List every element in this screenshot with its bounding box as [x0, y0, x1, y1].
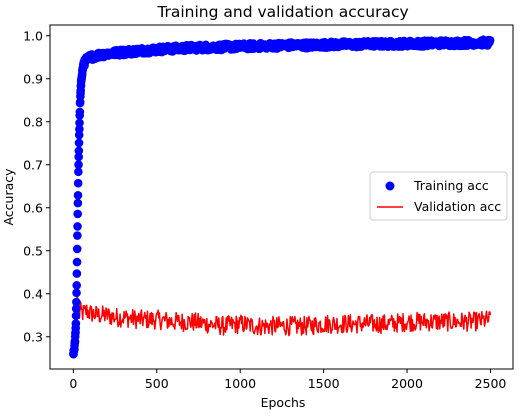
x-axis-label: Epochs	[261, 395, 306, 410]
legend-box	[369, 171, 508, 221]
training-acc-point	[73, 198, 83, 208]
training-acc-point	[73, 222, 82, 231]
y-tick-label: 0.4	[23, 286, 43, 301]
legend-label-training: Training acc	[413, 178, 489, 193]
training-acc-point	[74, 138, 84, 148]
training-acc-point	[72, 244, 82, 254]
y-axis-ticks: 0.3 0.4 0.5 0.6 0.7 0.8 0.9 1.0	[23, 28, 50, 344]
x-tick-label: 1000	[224, 376, 256, 391]
legend-marker-training	[385, 181, 395, 191]
training-acc-point	[74, 160, 83, 169]
x-tick-label: 1500	[308, 376, 340, 391]
training-acc-point	[71, 304, 81, 313]
training-acc-point	[75, 124, 84, 134]
training-acc-point	[71, 319, 81, 328]
chart-title: Training and validation accuracy	[156, 3, 408, 21]
training-acc-point	[73, 231, 82, 240]
x-axis-ticks: 0 500 1000 1500 2000 2500	[69, 369, 506, 391]
y-tick-label: 0.7	[23, 157, 43, 172]
y-tick-label: 0.8	[23, 114, 43, 129]
training-acc-point	[72, 269, 82, 278]
training-acc-point	[72, 297, 81, 307]
training-acc-point	[485, 35, 495, 45]
y-tick-label: 0.6	[23, 200, 43, 215]
y-tick-label: 0.9	[23, 71, 43, 86]
training-acc-point	[75, 107, 85, 117]
validation-acc-line	[72, 294, 492, 355]
y-tick-label: 0.3	[23, 329, 43, 344]
training-acc-point	[74, 152, 83, 162]
training-acc-point	[74, 146, 84, 156]
training-acc-point	[75, 118, 84, 128]
training-acc-point	[72, 288, 81, 298]
training-acc-point	[73, 191, 83, 200]
x-tick-label: 500	[145, 376, 169, 391]
y-axis-label: Accuracy	[1, 168, 16, 226]
training-acc-point	[73, 209, 82, 219]
training-acc-point	[72, 257, 82, 267]
y-tick-label: 1.0	[23, 28, 43, 43]
legend: Training acc Validation acc	[369, 171, 508, 221]
training-acc-point	[74, 167, 83, 177]
training-acc-point	[72, 281, 81, 290]
x-tick-label: 0	[69, 376, 77, 391]
plot-frame	[49, 24, 514, 370]
y-tick-label: 0.5	[23, 243, 43, 258]
legend-label-validation: Validation acc	[414, 199, 501, 214]
x-tick-label: 2000	[391, 376, 423, 391]
training-acc-markers	[69, 35, 495, 359]
x-tick-label: 2500	[475, 376, 507, 391]
training-acc-point	[71, 311, 81, 321]
plot-content	[69, 35, 495, 359]
training-acc-point	[73, 178, 83, 188]
